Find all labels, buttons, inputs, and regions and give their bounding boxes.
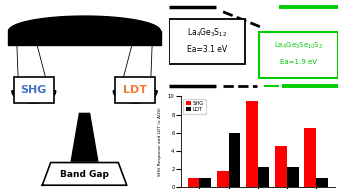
FancyBboxPatch shape (115, 77, 155, 103)
Polygon shape (113, 91, 157, 103)
Text: La$_4$Ge$_3$S$_{12}$: La$_4$Ge$_3$S$_{12}$ (187, 26, 227, 39)
Bar (316, 178, 328, 187)
FancyBboxPatch shape (8, 31, 161, 45)
Text: Ea=1.9 eV: Ea=1.9 eV (280, 59, 317, 65)
FancyBboxPatch shape (77, 22, 92, 31)
Text: Ea=3.1 eV: Ea=3.1 eV (187, 45, 227, 54)
Bar (228, 133, 240, 187)
Legend: SHG, LDT: SHG, LDT (184, 99, 206, 114)
Ellipse shape (77, 17, 92, 26)
Bar (217, 171, 228, 187)
Polygon shape (71, 113, 98, 163)
Bar (246, 101, 258, 187)
FancyBboxPatch shape (169, 19, 245, 64)
Text: La$_4$Ge$_3$Se$_{10}$S$_2$: La$_4$Ge$_3$Se$_{10}$S$_2$ (274, 41, 323, 51)
Text: LDT: LDT (123, 85, 147, 95)
FancyBboxPatch shape (259, 33, 338, 78)
Text: SHG: SHG (21, 85, 47, 95)
Y-axis label: SHG Response and LDT (x AGS): SHG Response and LDT (x AGS) (158, 107, 162, 176)
Polygon shape (42, 163, 127, 185)
Bar (258, 167, 269, 187)
Bar (275, 146, 287, 187)
Bar (199, 178, 211, 187)
Bar (287, 167, 298, 187)
Text: Band Gap: Band Gap (60, 170, 109, 179)
Bar (304, 128, 316, 187)
Polygon shape (8, 16, 161, 31)
Bar (188, 178, 199, 187)
FancyBboxPatch shape (14, 77, 54, 103)
Polygon shape (12, 91, 56, 103)
